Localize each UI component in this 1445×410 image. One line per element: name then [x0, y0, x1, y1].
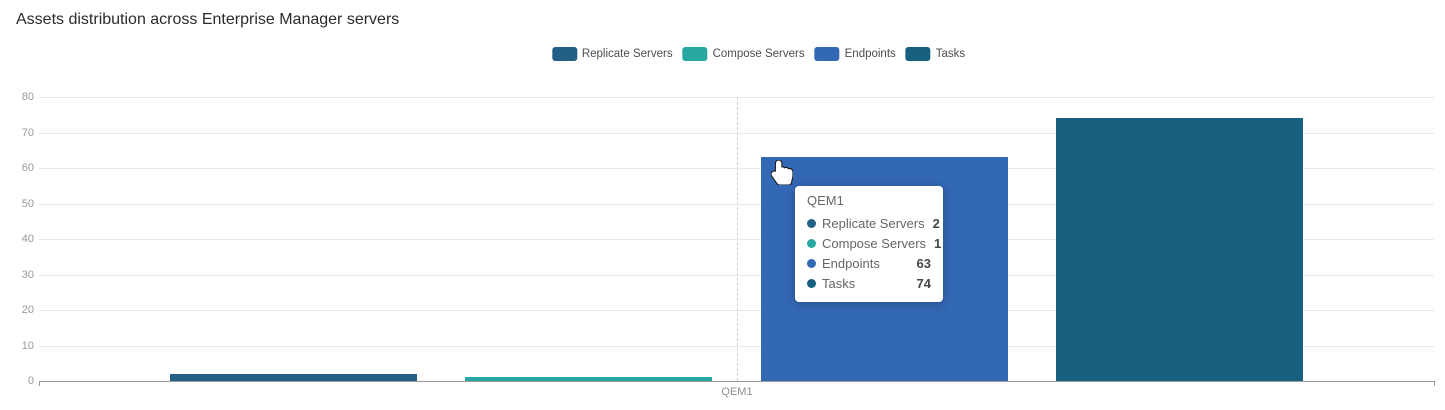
legend-item-replicate-servers[interactable]: Replicate Servers [551, 47, 673, 61]
legend-label: Endpoints [844, 48, 896, 60]
chart-tooltip: QEM1 Replicate Servers 2 Compose Servers 1 E… [795, 186, 943, 302]
series-dot [807, 278, 816, 288]
legend-item-compose-servers[interactable]: Compose Servers [682, 47, 805, 61]
tooltip-row: Compose Servers 1 [807, 233, 941, 253]
tooltip-row: Replicate Servers 2 [807, 213, 940, 233]
x-axis-tick [1434, 381, 1435, 386]
y-axis-tick-label: 20 [21, 304, 34, 316]
series-dot [807, 258, 816, 268]
x-axis-line [39, 381, 1435, 382]
y-axis-tick-label: 50 [21, 198, 34, 210]
tooltip-series-value: 2 [932, 215, 940, 231]
legend-item-tasks[interactable]: Tasks [905, 47, 966, 61]
tooltip-series-label: Tasks [822, 275, 856, 291]
tooltip-series-label: Compose Servers [822, 235, 927, 251]
tooltip-row: Tasks 74 [807, 273, 931, 293]
y-gridline [39, 275, 1434, 276]
legend-label: Replicate Servers [581, 48, 673, 60]
legend-swatch [814, 47, 840, 61]
y-axis-tick-label: 70 [21, 127, 34, 139]
y-gridline [39, 239, 1434, 240]
series-dot [807, 238, 816, 248]
y-axis-tick-label: 30 [21, 269, 34, 281]
y-gridline [39, 168, 1434, 169]
legend-label: Tasks [935, 48, 966, 60]
y-gridline [39, 133, 1434, 134]
y-axis-tick-label: 80 [21, 91, 34, 103]
x-axis-tick [39, 381, 40, 386]
y-gridline [39, 97, 1434, 98]
y-axis-tick-label: 60 [21, 162, 34, 174]
series-dot [807, 218, 816, 228]
bar-tasks[interactable] [1056, 118, 1303, 381]
legend-swatch [682, 47, 708, 61]
y-axis-tick-label: 10 [21, 340, 34, 352]
y-gridline [39, 204, 1434, 205]
bar-compose-servers[interactable] [465, 377, 712, 381]
y-gridline [39, 346, 1434, 347]
chart-legend: Replicate Servers Compose Servers Endpoint… [551, 47, 966, 61]
tooltip-row: Endpoints 63 [807, 253, 931, 273]
tooltip-series-label: Replicate Servers [822, 215, 925, 231]
tooltip-series-value: 74 [916, 275, 931, 291]
x-axis-category-label: QEM1 [721, 386, 753, 398]
legend-swatch [551, 47, 577, 61]
chart-title: Assets distribution across Enterprise Ma… [16, 11, 400, 28]
legend-label: Compose Servers [712, 48, 805, 60]
hand-cursor-icon [771, 160, 793, 185]
tooltip-series-value: 1 [934, 235, 942, 251]
tooltip-series-label: Endpoints [822, 255, 880, 271]
bar-replicate-servers[interactable] [170, 374, 417, 381]
tooltip-title: QEM1 [807, 193, 844, 208]
legend-item-endpoints[interactable]: Endpoints [814, 47, 896, 61]
legend-swatch [905, 47, 931, 61]
y-axis-tick-label: 40 [21, 233, 34, 245]
tooltip-series-value: 63 [916, 255, 931, 271]
y-gridline [39, 310, 1434, 311]
y-axis-tick-label: 0 [27, 375, 34, 387]
